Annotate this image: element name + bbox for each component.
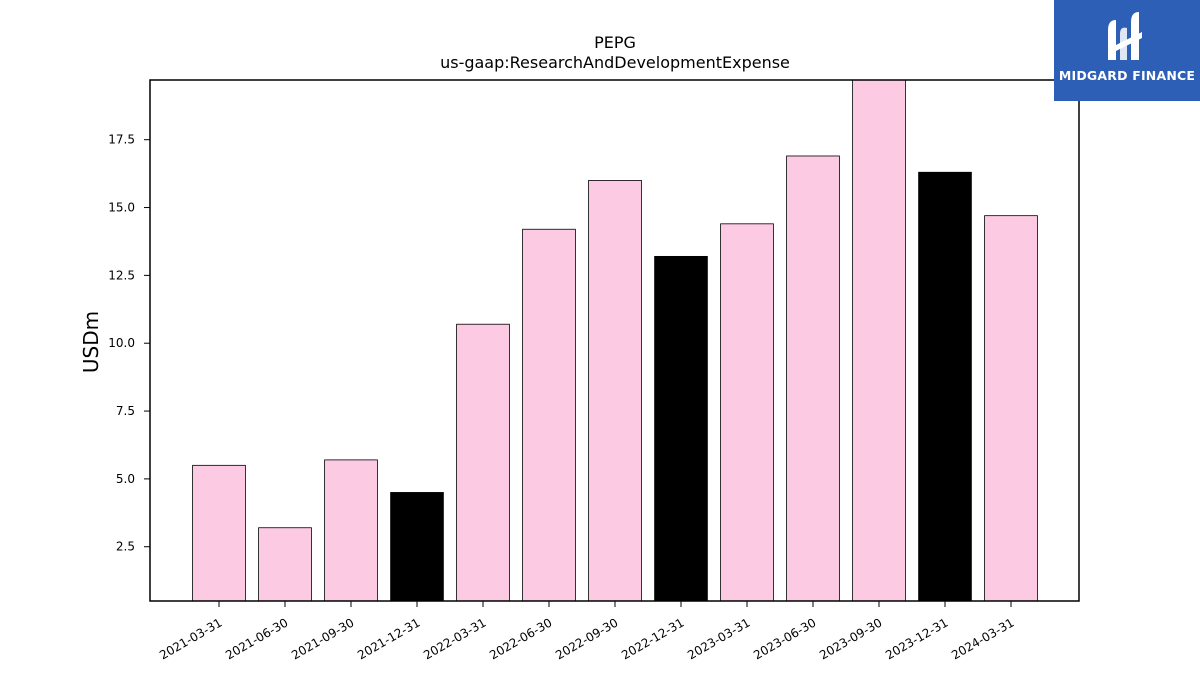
y-tick-label: 15.0: [108, 201, 135, 215]
x-tick-label: 2022-12-31: [619, 615, 686, 662]
bar-2022-12-31: [654, 255, 708, 602]
bar-2022-03-31: [456, 323, 510, 602]
x-tick-label: 2023-12-31: [883, 615, 950, 662]
bar-2023-09-30: [852, 79, 906, 602]
x-axis: 2021-03-312021-06-302021-09-302021-12-31…: [157, 601, 1017, 662]
bar-2023-06-30: [786, 155, 840, 602]
x-tick-label: 2022-03-31: [421, 615, 488, 662]
x-tick-label: 2023-03-31: [685, 615, 752, 662]
bar-2023-12-31: [918, 171, 972, 602]
bar-2024-03-31: [984, 215, 1038, 602]
bar-2023-03-31: [720, 223, 774, 602]
chart-subtitle: us-gaap:ResearchAndDevelopmentExpense: [440, 53, 790, 72]
y-tick-label: 10.0: [108, 336, 135, 350]
bars-group: [192, 79, 1038, 602]
x-tick-label: 2023-06-30: [751, 615, 818, 662]
brand-logo: MIDGARD FINANCE: [1054, 0, 1200, 101]
x-tick-label: 2021-06-30: [223, 615, 290, 662]
y-tick-label: 12.5: [108, 268, 135, 282]
x-tick-label: 2021-09-30: [289, 615, 356, 662]
bar-2022-06-30: [522, 228, 576, 602]
x-tick-label: 2021-03-31: [157, 615, 224, 662]
bar-2021-03-31: [192, 464, 246, 602]
x-tick-label: 2022-06-30: [487, 615, 554, 662]
bar-2021-09-30: [324, 459, 378, 602]
bar-2022-09-30: [588, 180, 642, 602]
y-axis-label: USDm: [79, 311, 103, 373]
x-tick-label: 2024-03-31: [949, 615, 1016, 662]
x-tick-label: 2021-12-31: [355, 615, 422, 662]
plot-frame: [149, 79, 1080, 602]
bar-2021-12-31: [390, 492, 444, 602]
y-tick-label: 2.5: [116, 540, 135, 554]
x-tick-label: 2022-09-30: [553, 615, 620, 662]
y-tick-label: 17.5: [108, 133, 135, 147]
y-tick-label: 5.0: [116, 472, 135, 486]
bar-2021-06-30: [258, 527, 312, 602]
y-tick-label: 7.5: [116, 404, 135, 418]
midgard-logo-icon: [1108, 12, 1142, 61]
y-axis: 2.5 5.0 7.5 10.0 12.5 15.0 17.5: [108, 133, 150, 554]
logo-text: MIDGARD FINANCE: [1058, 68, 1196, 83]
chart-title: PEPG: [594, 33, 636, 52]
x-tick-label: 2023-09-30: [817, 615, 884, 662]
